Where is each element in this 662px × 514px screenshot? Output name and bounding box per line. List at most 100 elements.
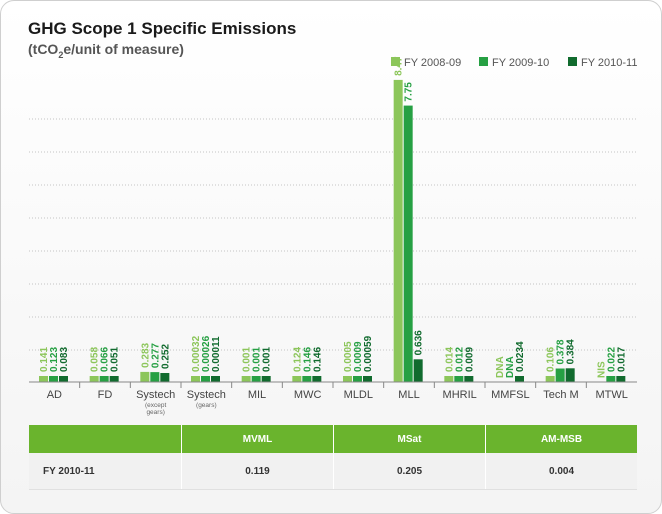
data-label: 0.001 xyxy=(252,347,263,372)
subtitle-suffix: e/unit of measure) xyxy=(63,41,184,57)
bar xyxy=(109,376,119,382)
bar xyxy=(565,368,575,382)
data-label: 0.106 xyxy=(546,347,557,372)
data-label: 0.146 xyxy=(312,347,323,372)
data-label: 0.00011 xyxy=(211,336,222,372)
data-label: 0.277 xyxy=(150,343,161,368)
table-row: FY 2010-11 0.119 0.205 0.004 xyxy=(29,453,637,490)
data-label: 0.051 xyxy=(110,347,121,372)
data-label: 0.00026 xyxy=(201,335,212,372)
table-header-cell xyxy=(29,425,181,453)
category-label: MWC xyxy=(294,389,322,401)
data-label: 0.0234 xyxy=(515,341,526,372)
data-label: 0.00032 xyxy=(191,335,202,372)
legend-swatch xyxy=(479,57,488,66)
category-label: MMFSL xyxy=(491,389,530,401)
data-label: 0.012 xyxy=(454,347,465,372)
category-label: MLDL xyxy=(344,389,373,401)
table-cell: 0.205 xyxy=(333,453,485,489)
bar xyxy=(59,376,68,382)
data-label: 0.0005 xyxy=(343,341,354,372)
data-label: 0.124 xyxy=(292,347,303,372)
data-label: DNA xyxy=(505,356,516,378)
data-label: 0.014 xyxy=(444,347,455,372)
table-header-row: MVML MSat AM-MSB xyxy=(29,425,637,453)
data-label: 0.001 xyxy=(262,347,273,372)
chart-title: GHG Scope 1 Specific Emissions xyxy=(28,19,297,38)
bar xyxy=(191,376,200,382)
data-label: 8.47 xyxy=(394,56,405,76)
data-label: 0.017 xyxy=(616,347,627,372)
subtitle-prefix: (tCO xyxy=(28,41,59,57)
bar xyxy=(413,359,423,382)
category-label: Systech xyxy=(187,389,226,401)
bar xyxy=(292,376,302,382)
bar xyxy=(403,105,413,382)
category-sublabel: (gears) xyxy=(196,402,217,409)
bar xyxy=(39,376,48,382)
data-label: 0.066 xyxy=(100,347,111,372)
category-sublabel: gears) xyxy=(146,409,164,416)
subtitle-subscript: 2 xyxy=(58,49,64,60)
bar xyxy=(606,376,616,382)
bar xyxy=(49,376,58,382)
data-label: 0.001 xyxy=(242,347,253,372)
emissions-table: MVML MSat AM-MSB FY 2010-11 0.119 0.205 … xyxy=(29,425,637,490)
data-label: 0.022 xyxy=(606,347,617,372)
bar xyxy=(160,373,170,382)
data-label: DNA xyxy=(495,356,506,378)
data-label: 0.378 xyxy=(556,339,567,364)
bar xyxy=(241,376,251,382)
bar xyxy=(312,376,322,382)
bar xyxy=(211,376,220,382)
data-label: 7.75 xyxy=(404,82,415,102)
bar xyxy=(444,376,454,382)
chart-subtitle: (tCO2e/unit of measure) xyxy=(28,41,184,60)
table-cell: 0.119 xyxy=(181,453,333,489)
category-label: AD xyxy=(47,389,62,401)
table-header-cell: MSat xyxy=(333,425,485,453)
bar xyxy=(464,376,474,382)
data-label: 0.058 xyxy=(90,347,101,372)
category-label: Tech M xyxy=(543,389,578,401)
data-label: 0.083 xyxy=(59,347,70,372)
table-header-cell: AM-MSB xyxy=(485,425,637,453)
category-label: MLL xyxy=(398,389,419,401)
category-label: Systech xyxy=(136,389,175,401)
category-label: MIL xyxy=(248,389,266,401)
bar xyxy=(555,368,565,382)
table-cell: 0.004 xyxy=(485,453,637,489)
bar xyxy=(251,376,261,382)
data-label: 0.146 xyxy=(302,347,313,372)
category-sublabel: (except xyxy=(145,402,167,409)
data-label: 0.636 xyxy=(414,330,425,355)
legend-label: FY 2010-11 xyxy=(581,57,637,69)
bar xyxy=(515,376,524,382)
category-label: MTWL xyxy=(595,389,627,401)
legend-label: FY 2009-10 xyxy=(492,57,549,69)
bar xyxy=(302,376,312,382)
data-label: 0.283 xyxy=(140,342,151,367)
bar-chart: FY 2008-09 FY 2009-10 FY 2010-11 0.141 0.123… xyxy=(29,56,637,416)
bar xyxy=(99,376,109,382)
legend-swatch xyxy=(391,57,400,66)
bar xyxy=(150,372,160,382)
bar xyxy=(353,376,362,382)
bar xyxy=(393,79,403,383)
bar xyxy=(454,376,464,382)
data-label: 0.009 xyxy=(464,347,475,372)
data-label: 0.141 xyxy=(39,347,50,372)
category-label: FD xyxy=(98,389,113,401)
bar xyxy=(343,376,352,382)
data-label: 0.0009 xyxy=(353,341,364,372)
legend-swatch xyxy=(568,57,577,66)
bar xyxy=(616,376,626,382)
bar xyxy=(201,376,210,382)
data-label: 0.123 xyxy=(49,347,60,372)
table-header-cell: MVML xyxy=(181,425,333,453)
bar xyxy=(140,371,150,382)
data-label: 0.384 xyxy=(566,339,577,364)
data-label: NIS xyxy=(596,361,607,378)
legend-label: FY 2008-09 xyxy=(404,57,461,69)
